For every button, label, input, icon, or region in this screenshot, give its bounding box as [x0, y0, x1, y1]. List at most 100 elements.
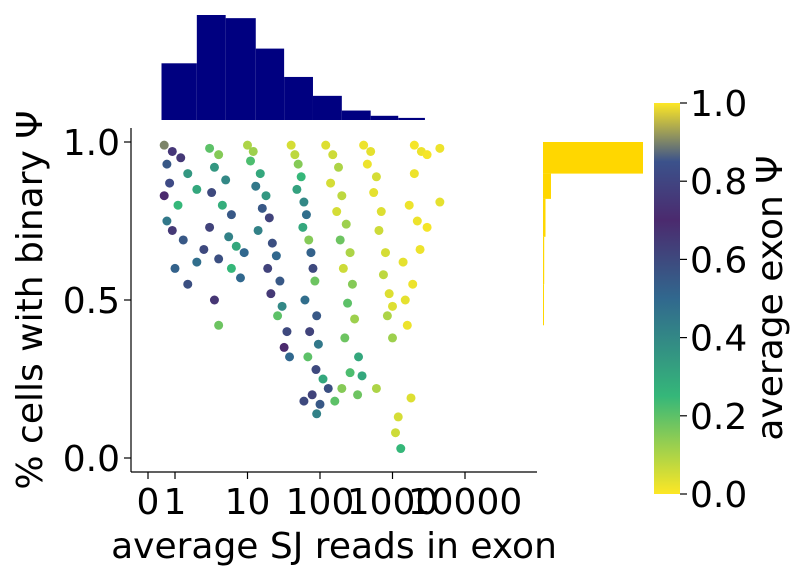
scatter-point: [315, 399, 325, 409]
scatter-point: [345, 368, 355, 378]
scatter-point: [382, 311, 392, 321]
scatter-point: [337, 383, 347, 393]
scatter-point: [334, 162, 344, 172]
scatter-point: [301, 210, 311, 220]
scatter-point: [362, 159, 372, 169]
colorbar-fill: [654, 103, 680, 494]
scatter-point: [404, 200, 414, 210]
scatter-point: [255, 169, 265, 179]
scatter-point: [217, 200, 227, 210]
y-ticks: 0.0 0.5 1.0: [63, 123, 131, 480]
y-tick-label: 0.0: [63, 439, 120, 480]
top-hist-bar: [284, 76, 313, 120]
scatter-point: [235, 273, 245, 283]
colorbar-title: average exon Ψ: [750, 155, 791, 440]
top-hist-bar: [398, 117, 425, 120]
colorbar: 0.0 0.2 0.4 0.6 0.8 1.0 average exon Ψ: [654, 84, 791, 516]
scatter-point: [422, 222, 432, 232]
colorbar-tick-label: 0.0: [690, 475, 747, 516]
scatter-point: [304, 235, 314, 245]
scatter-point: [162, 216, 172, 226]
scatter-point: [251, 181, 261, 191]
scatter-point: [192, 257, 202, 267]
scatter-point: [337, 191, 347, 201]
x-tick-label: 1000: [347, 482, 439, 523]
scatter-point: [350, 314, 360, 324]
scatter-point: [435, 197, 445, 207]
scatter-point: [400, 295, 410, 305]
scatter-point: [205, 143, 215, 153]
top-hist-bar: [225, 18, 256, 120]
scatter-point: [321, 140, 331, 150]
scatter-point: [167, 146, 177, 156]
scatter-point: [257, 203, 267, 213]
scatter-point: [391, 428, 401, 438]
scatter-point: [159, 191, 169, 201]
scatter-point: [343, 298, 353, 308]
scatter-point: [328, 150, 338, 160]
scatter-point: [371, 172, 381, 182]
right-hist-bar: [543, 173, 551, 199]
scatter-point: [408, 279, 418, 289]
top-hist-bar: [341, 110, 371, 120]
scatter-point: [263, 263, 273, 273]
scatter-point: [341, 219, 351, 229]
scatter-point: [310, 276, 320, 286]
top-hist-bar: [161, 63, 197, 120]
scatter-point: [253, 225, 263, 235]
scatter-point: [246, 156, 256, 166]
scatter-point: [371, 383, 381, 393]
scatter-point: [308, 263, 318, 273]
scatter-point: [353, 390, 363, 400]
scatter-point: [243, 140, 252, 150]
scatter-point: [402, 320, 412, 330]
scatter-point: [170, 263, 180, 273]
scatter-point: [239, 248, 249, 258]
scatter-point: [178, 235, 188, 245]
colorbar-tick-label: 0.4: [690, 319, 747, 360]
top-marginal-histogram: [161, 15, 425, 120]
scatter-point: [159, 140, 169, 150]
scatter-point: [205, 222, 215, 232]
scatter-point: [162, 159, 172, 169]
scatter-point: [176, 153, 186, 163]
scatter-point: [388, 333, 397, 343]
top-hist-bar: [255, 48, 285, 120]
scatter-point: [415, 244, 425, 254]
scatter-point: [409, 140, 419, 150]
scatter-point: [409, 169, 419, 179]
scatter-point: [286, 140, 296, 150]
scatter-point: [279, 342, 289, 352]
scatter-point: [305, 327, 315, 337]
scatter-point: [299, 197, 309, 207]
scatter-point: [273, 311, 283, 321]
scatter-point: [393, 412, 403, 422]
scatter-point: [311, 365, 321, 375]
scatter-point: [199, 244, 209, 254]
scatter-point: [277, 301, 287, 311]
scatter-point: [366, 146, 376, 156]
scatter-point: [347, 279, 357, 289]
scatter-point: [318, 374, 328, 384]
scatter-point: [183, 279, 193, 289]
scatter-point: [376, 207, 386, 217]
scatter-point: [209, 162, 219, 172]
scatter-point: [231, 241, 241, 251]
y-axis-title: % cells with binary Ψ: [10, 110, 51, 489]
x-tick-label: 10: [225, 482, 271, 523]
scatter-point: [192, 184, 202, 194]
scatter-point: [332, 207, 342, 217]
scatter-point: [267, 238, 277, 248]
right-hist-bar: [543, 236, 545, 285]
scatter-point: [340, 333, 350, 343]
scatter-point: [224, 232, 234, 242]
top-hist-bar: [312, 95, 342, 120]
scatter-point: [167, 225, 177, 235]
scatter-point: [359, 140, 369, 150]
scatter-point: [173, 200, 183, 210]
x-axis-title: average SJ reads in exon: [111, 526, 557, 567]
colorbar-tick-label: 0.6: [690, 240, 747, 281]
scatter-point: [323, 383, 333, 393]
